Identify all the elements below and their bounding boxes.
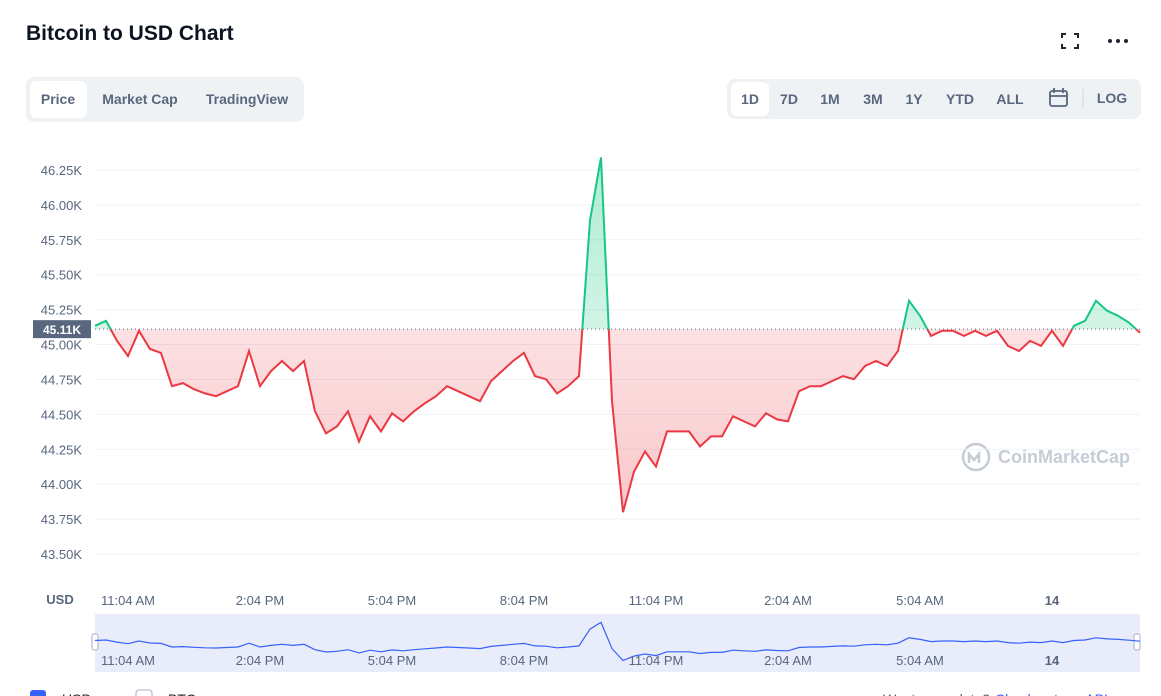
y-axis-label: USD: [46, 592, 73, 607]
y-tick-label: 43.75K: [41, 512, 83, 527]
navigator-tick-label: 11:04 AM: [101, 653, 155, 668]
log-button[interactable]: LOG: [1097, 90, 1127, 106]
navigator-tick-label: 11:04 PM: [629, 653, 684, 668]
y-tick-label: 46.00K: [41, 198, 83, 213]
more-icon[interactable]: [1108, 39, 1128, 43]
price-line-down: [109, 329, 1141, 513]
range-button[interactable]: 1D: [741, 91, 759, 107]
baseline-label-bg: [33, 320, 91, 339]
tab[interactable]: TradingView: [206, 91, 288, 107]
title: Bitcoin to USD Chart: [26, 22, 234, 45]
range-button[interactable]: YTD: [946, 91, 974, 107]
baseline-label: 45.11K: [43, 323, 81, 337]
x-tick-label: 5:04 AM: [896, 593, 944, 608]
fullscreen-icon[interactable]: [1061, 33, 1079, 49]
checkbox-usd[interactable]: [30, 690, 46, 696]
calendar-icon[interactable]: [1049, 88, 1068, 107]
checkbox-btc[interactable]: [135, 689, 153, 696]
navigator-tick-label: 5:04 PM: [368, 653, 416, 668]
x-tick-label: 8:04 PM: [500, 593, 548, 608]
y-tick-label: 44.75K: [41, 372, 83, 387]
range-button[interactable]: 1Y: [905, 91, 923, 107]
navigator-tick-label: 5:04 AM: [896, 653, 944, 668]
range-button[interactable]: 3M: [863, 91, 882, 107]
y-tick-label: 45.50K: [41, 268, 83, 283]
navigator-handle[interactable]: [91, 633, 99, 651]
y-tick-label: 44.00K: [41, 477, 83, 492]
tab-group: [26, 77, 304, 122]
x-tick-label: 11:04 PM: [629, 593, 684, 608]
range-button[interactable]: 1M: [820, 91, 839, 107]
more-data-text: Want more data?: [883, 691, 990, 696]
y-tick-label: 43.50K: [41, 547, 83, 562]
range-button[interactable]: 7D: [780, 91, 798, 107]
x-tick-label: 11:04 AM: [101, 593, 155, 608]
tab-selected-bg: [30, 81, 87, 118]
area-down: [95, 329, 1140, 513]
navigator-line: [94, 621, 1141, 662]
navigator-bg: [95, 614, 1140, 672]
watermark: CoinMarketCap: [998, 447, 1130, 467]
y-tick-label: 45.00K: [41, 338, 83, 353]
y-tick-label: 44.50K: [41, 407, 83, 422]
navigator-tick-label: 2:04 AM: [764, 653, 812, 668]
api-link[interactable]: Check out our API: [995, 691, 1108, 696]
navigator-tick-label: 14: [1045, 653, 1060, 668]
y-tick-label: 46.25K: [41, 163, 83, 178]
y-tick-label: 45.75K: [41, 233, 83, 248]
navigator-tick-label: 8:04 PM: [500, 653, 548, 668]
x-tick-label: 2:04 AM: [764, 593, 812, 608]
range-selected-bg: [731, 82, 769, 116]
tab[interactable]: Price: [41, 91, 75, 107]
tab[interactable]: Market Cap: [102, 91, 177, 107]
navigator-tick-label: 2:04 PM: [236, 653, 284, 668]
y-tick-label: 45.25K: [41, 303, 83, 318]
range-button[interactable]: ALL: [996, 91, 1024, 107]
navigator-handle[interactable]: [1133, 633, 1141, 651]
watermark-logo: [961, 442, 991, 472]
x-tick-label: 5:04 PM: [368, 593, 416, 608]
legend-btc: BTC: [168, 691, 196, 696]
x-tick-label: 14: [1045, 593, 1060, 608]
range-group: [727, 79, 1141, 119]
legend-usd: USD: [62, 691, 92, 696]
x-tick-label: 2:04 PM: [236, 593, 284, 608]
y-tick-label: 44.25K: [41, 442, 83, 457]
